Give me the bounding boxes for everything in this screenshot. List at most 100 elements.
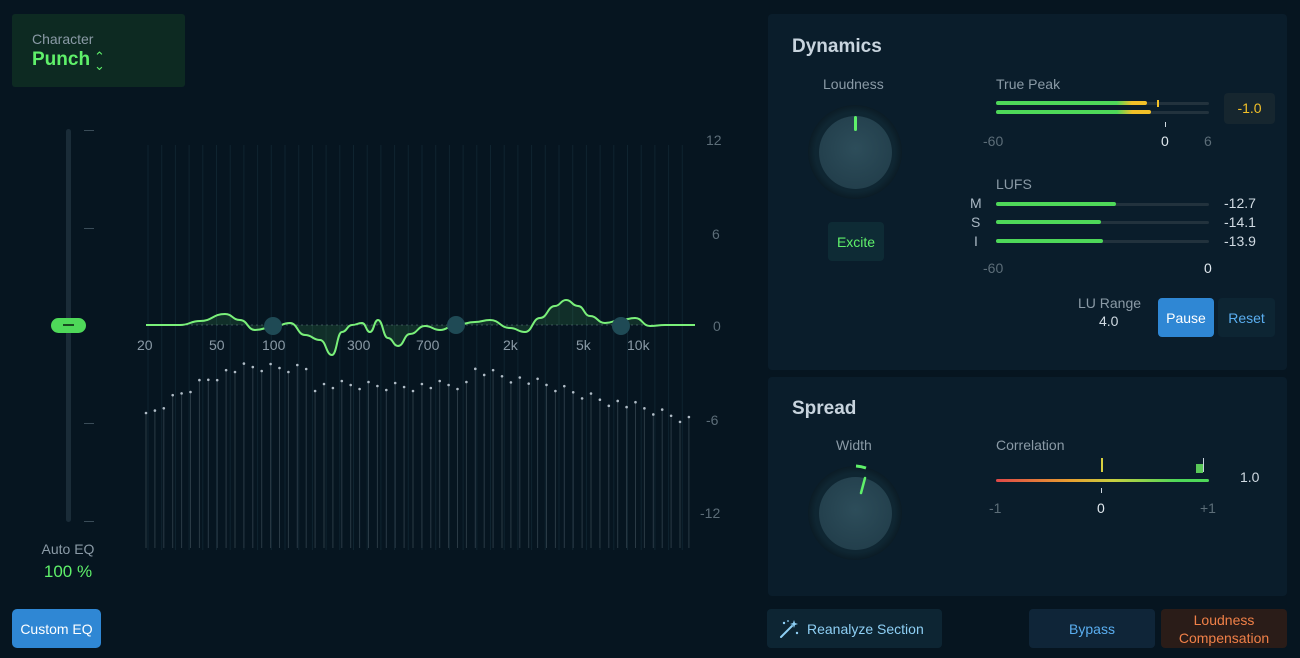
loudness-label: Loudness [823,76,884,92]
spectrum-peak-dot [313,389,317,393]
eq-spectrum-bars [144,362,691,548]
freq-label-2k: 2k [503,337,518,353]
correlation-position-marker [1196,464,1203,473]
spectrum-peak-dot [322,382,326,386]
spectrum-peak-dot [180,392,183,395]
freq-label-5k: 5k [576,337,591,353]
spectrum-peak-dot [153,409,157,412]
lufs-label: LUFS [996,176,1032,192]
bypass-button[interactable]: Bypass [1029,609,1155,648]
spectrum-peak-dot [536,377,539,381]
spectrum-peak-dot [474,367,477,371]
auto-eq-label: Auto EQ [41,541,95,557]
lufs-i-value: -13.9 [1224,233,1256,249]
spectrum-peak-dot [527,382,530,385]
spectrum-peak-dot [411,389,415,393]
spectrum-peak-dot [242,362,246,365]
reset-button[interactable]: Reset [1218,298,1275,337]
width-knob-indicator [855,464,867,495]
lufs-row-i-key: I [974,233,978,249]
spectrum-peak-dot [260,369,263,373]
spectrum-peak-dot [198,378,201,382]
lufs-m-fill [996,202,1116,206]
correlation-zero-tick [1101,488,1102,493]
spectrum-peak-dot [607,404,611,408]
loudness-compensation-line1: Loudness [1193,611,1255,628]
correlation-meter [996,479,1209,482]
freq-label-300: 300 [347,337,371,353]
spectrum-peak-dot [580,397,584,400]
eq-node-mid[interactable] [447,316,465,334]
spectrum-peak-dot [652,413,655,416]
fader-tick [84,423,94,424]
magic-wand-icon [780,620,799,638]
spectrum-peak-dot [598,398,602,401]
lu-range-label: LU Range [1078,295,1142,311]
true-peak-meter-fill-left [996,101,1147,105]
spectrum-peak-dot [340,379,344,383]
spectrum-peak-dot [233,370,237,374]
excite-button[interactable]: Excite [828,222,884,261]
lufs-scale-zero: 0 [1204,260,1212,276]
db-label-12: 12 [706,132,722,148]
spectrum-peak-dot [616,399,619,403]
lufs-m-value: -12.7 [1224,195,1256,211]
custom-eq-button[interactable]: Custom EQ [12,609,101,648]
true-peak-scale-min: -60 [983,133,1004,149]
spectrum-peak-dot [554,389,557,393]
spectrum-peak-dot [402,385,406,389]
spectrum-peak-dot [287,370,290,374]
spectrum-peak-dot [189,390,192,394]
spectrum-peak-dot [571,390,575,394]
spectrum-peak-dot [643,407,646,410]
spectrum-peak-dot [669,414,673,418]
lufs-i-fill [996,239,1103,243]
spectrum-peak-dot [678,420,682,424]
spectrum-peak-dot [589,392,593,395]
spectrum-peak-dot [429,386,433,390]
correlation-center-marker [1101,458,1103,472]
fader-tick [84,130,94,131]
loudness-compensation-line2: Compensation [1178,629,1270,646]
spectrum-peak-dot [509,381,513,384]
db-label-minus12: -12 [700,505,721,521]
lufs-s-fill [996,220,1101,224]
character-selector[interactable]: Character Punch ⌃ ⌄ [12,14,185,87]
correlation-value: 1.0 [1240,469,1260,485]
correlation-scale-max: +1 [1200,500,1216,516]
auto-eq-fader-handle[interactable] [51,318,86,333]
eq-node-high[interactable] [612,317,630,335]
spectrum-peak-dot [358,387,361,391]
db-label-minus6: -6 [706,412,719,428]
spectrum-peak-dot [491,368,495,372]
eq-node-low[interactable] [264,317,282,335]
spectrum-peak-dot [438,379,442,383]
spectrum-peak-dot [144,411,148,415]
loudness-knob-indicator [854,116,857,131]
correlation-peak-marker [1203,458,1204,472]
pause-button[interactable]: Pause [1158,298,1214,337]
spectrum-peak-dot [634,400,637,404]
fader-tick [84,228,94,229]
spectrum-peak-dot [482,373,486,377]
loudness-compensation-button[interactable]: Loudness Compensation [1161,609,1287,648]
spectrum-peak-dot [224,368,228,372]
spectrum-peak-dot [207,378,210,382]
reanalyze-section-button[interactable]: Reanalyze Section [767,609,942,648]
freq-label-20: 20 [137,337,153,353]
true-peak-scale-max: 6 [1204,133,1212,149]
spread-title: Spread [792,398,857,419]
lufs-s-track [996,221,1209,224]
spectrum-peak-dot [251,365,255,369]
eq-graph[interactable] [130,120,705,550]
lu-range-value: 4.0 [1099,313,1119,329]
fader-tick [84,521,94,522]
true-peak-label: True Peak [996,76,1061,92]
width-knob[interactable] [819,477,892,550]
spectrum-peak-dot [376,384,379,388]
correlation-scale-min: -1 [989,500,1002,516]
eq-curve-fill [146,300,695,355]
spectrum-peak-dot [687,415,691,419]
db-label-6: 6 [712,226,720,242]
true-peak-value: -1.0 [1224,93,1275,124]
